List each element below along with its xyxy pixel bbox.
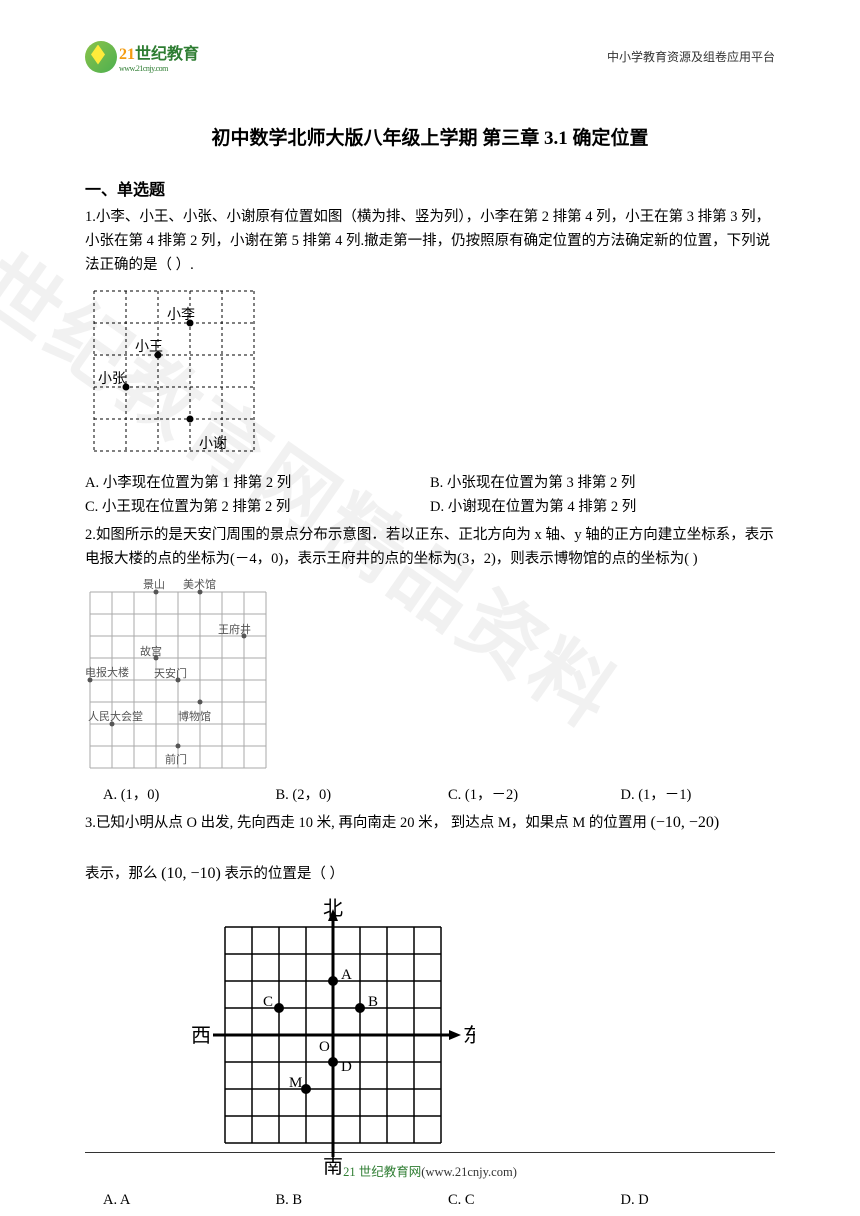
logo-main: 21世纪教育 xyxy=(119,40,199,64)
q2-opt-c: C. (1，－2) xyxy=(430,783,603,804)
q1-opt-d: D. 小谢现在位置为第 4 排第 2 列 xyxy=(430,496,775,520)
q3-coord1: (−10, −20) xyxy=(651,814,720,831)
svg-text:东: 东 xyxy=(463,1024,475,1047)
svg-text:景山: 景山 xyxy=(143,578,165,591)
logo-url: www.21cnjy.com xyxy=(119,64,199,73)
svg-text:北: 北 xyxy=(323,897,343,920)
svg-text:B: B xyxy=(368,994,378,1010)
q3-opt-c: C. C xyxy=(430,1192,603,1209)
q3-figure: A B C D M O 北 南 西 东 xyxy=(185,897,775,1182)
q1-opt-a: A. 小李现在位置为第 1 排第 2 列 xyxy=(85,472,430,496)
page-content: 21世纪教育 www.21cnjy.com 中小学教育资源及组卷应用平台 初中数… xyxy=(0,0,860,1209)
svg-text:小王: 小王 xyxy=(135,339,163,355)
q3-options: A. A B. B C. C D. D xyxy=(85,1192,775,1209)
svg-text:人民大会堂: 人民大会堂 xyxy=(88,709,143,723)
q3-opt-d: D. D xyxy=(603,1192,776,1209)
q1-opt-b: B. 小张现在位置为第 3 排第 2 列 xyxy=(430,472,775,496)
q3-opt-b: B. B xyxy=(258,1192,431,1209)
svg-text:小张: 小张 xyxy=(98,371,126,387)
svg-text:小李: 小李 xyxy=(167,307,195,323)
page-title: 初中数学北师大版八年级上学期 第三章 3.1 确定位置 xyxy=(85,123,775,150)
q2-options: A. (1，0) B. (2，0) C. (1，－2) D. (1，－1) xyxy=(85,783,775,804)
question-3-text: 3.已知小明从点 O 出发, 先向西走 10 米, 再向南走 20 米， 到达点… xyxy=(85,810,775,887)
logo: 21世纪教育 www.21cnjy.com xyxy=(85,40,199,73)
logo-text: 21世纪教育 www.21cnjy.com xyxy=(119,40,199,73)
q3-opt-a: A. A xyxy=(85,1192,258,1209)
q3-svg: A B C D M O 北 南 西 东 xyxy=(185,897,475,1177)
logo-icon xyxy=(85,41,117,73)
svg-text:A: A xyxy=(341,967,352,983)
q2-opt-d: D. (1，－1) xyxy=(603,783,776,804)
q2-svg: 景山 美术馆 故宫 王府井 电报大楼 天安门 人民大会堂 博物馆 前门 xyxy=(85,577,280,772)
svg-text:电报大楼: 电报大楼 xyxy=(85,665,129,679)
q3-text-a: 3.已知小明从点 O 出发, 先向西走 10 米, 再向南走 20 米， 到达点… xyxy=(85,815,651,831)
svg-text:美术馆: 美术馆 xyxy=(183,577,216,591)
svg-text:天安门: 天安门 xyxy=(154,666,187,680)
question-1-text: 1.小李、小王、小张、小谢原有位置如图（横为排、竖为列），小李在第 2 排第 4… xyxy=(85,206,775,278)
logo-number: 21 xyxy=(119,46,135,63)
q2-figure: 景山 美术馆 故宫 王府井 电报大楼 天安门 人民大会堂 博物馆 前门 xyxy=(85,577,775,777)
q3-text-c: 表示的位置是（ ） xyxy=(224,866,344,882)
svg-text:C: C xyxy=(263,994,273,1010)
section-title: 一、单选题 xyxy=(85,176,775,200)
q1-options: A. 小李现在位置为第 1 排第 2 列 B. 小张现在位置为第 3 排第 2 … xyxy=(85,472,775,520)
svg-text:王府井: 王府井 xyxy=(218,622,251,636)
header-right: 中小学教育资源及组卷应用平台 xyxy=(607,48,775,65)
svg-text:小谢: 小谢 xyxy=(199,436,227,452)
svg-text:D: D xyxy=(341,1059,352,1075)
question-2-text: 2.如图所示的是天安门周围的景点分布示意图．若以正东、正北方向为 x 轴、y 轴… xyxy=(85,524,775,572)
svg-text:博物馆: 博物馆 xyxy=(178,709,211,723)
svg-text:故宫: 故宫 xyxy=(140,644,162,658)
q2-opt-a: A. (1，0) xyxy=(85,783,258,804)
svg-text:O: O xyxy=(319,1039,330,1055)
q1-figure: 小李 小王 小张 小谢 xyxy=(89,286,775,466)
q2-opt-b: B. (2，0) xyxy=(258,783,431,804)
q1-svg: 小李 小王 小张 小谢 xyxy=(89,286,269,461)
svg-text:西: 西 xyxy=(191,1025,211,1047)
q3-text-b: 表示，那么 xyxy=(85,866,161,882)
svg-text:前门: 前门 xyxy=(165,752,187,766)
header: 21世纪教育 www.21cnjy.com 中小学教育资源及组卷应用平台 xyxy=(85,40,775,73)
logo-label: 世纪教育 xyxy=(135,46,199,63)
q3-coord2: (10, −10) xyxy=(161,865,221,882)
svg-text:南: 南 xyxy=(323,1155,343,1177)
q1-opt-c: C. 小王现在位置为第 2 排第 2 列 xyxy=(85,496,430,520)
svg-text:M: M xyxy=(289,1075,302,1091)
